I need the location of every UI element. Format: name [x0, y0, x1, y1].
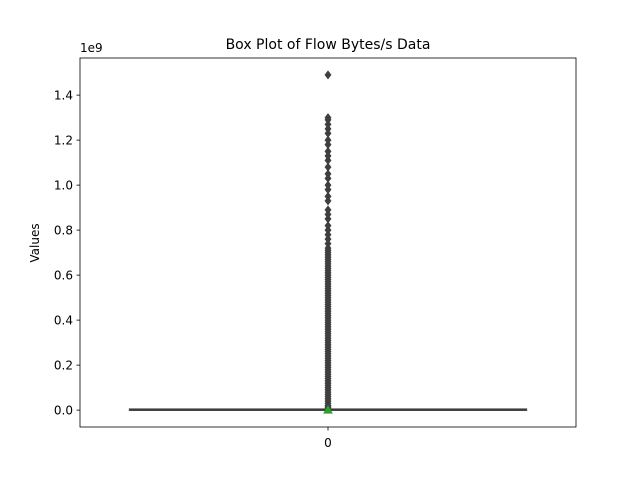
y-tick-label: 0.8 — [54, 224, 73, 238]
y-axis-label: Values — [28, 223, 42, 262]
y-tick-label: 1.2 — [54, 134, 73, 148]
x-axis-ticks: 0 — [324, 427, 332, 450]
outlier-point — [324, 196, 332, 206]
mean-marker — [323, 404, 333, 414]
y-axis-ticks: 0.0 0.2 0.4 0.6 0.8 1.0 1.2 1.4 — [54, 89, 80, 418]
y-tick-label: 1.0 — [54, 179, 73, 193]
axes-frame — [79, 57, 577, 428]
y-axis-offset-label: 1e9 — [80, 41, 103, 55]
y-tick-label: 0.2 — [54, 359, 73, 373]
x-tick-label: 0 — [324, 436, 332, 450]
y-tick-label: 0.6 — [54, 269, 73, 283]
outlier-point — [324, 70, 332, 80]
y-tick-label: 0.0 — [54, 404, 73, 418]
y-tick-label: 0.4 — [54, 314, 73, 328]
y-tick-label: 1.4 — [54, 89, 73, 103]
plot-area — [128, 70, 528, 414]
chart-title: Box Plot of Flow Bytes/s Data — [226, 37, 431, 53]
